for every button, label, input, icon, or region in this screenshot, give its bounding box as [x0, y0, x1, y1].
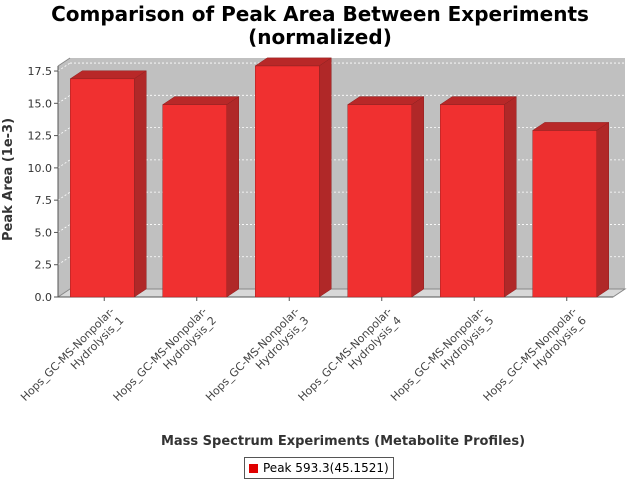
gridline-depth	[57, 191, 71, 201]
bar-top	[254, 57, 333, 67]
x-tick-label: Hops_GC-MS-Nonpolar-Hydrolysis_5	[388, 305, 496, 404]
bar	[162, 104, 227, 298]
bar	[532, 130, 597, 298]
bar-side	[319, 57, 332, 298]
bar-top	[439, 96, 518, 105]
x-tick-label-line: Hops_GC-MS-Nonpolar-	[18, 305, 117, 404]
gridline-depth	[57, 62, 71, 72]
bar-side	[504, 96, 517, 298]
bar-side	[134, 70, 147, 298]
bar-top	[346, 96, 425, 105]
bar	[70, 78, 135, 298]
y-tick-label: 5.0	[35, 226, 53, 239]
bar-side	[596, 121, 609, 298]
bar	[255, 65, 320, 298]
x-axis-label: Mass Spectrum Experiments (Metabolite Pr…	[161, 434, 525, 449]
bar-side	[226, 96, 239, 298]
y-tick-label: 15.0	[28, 97, 53, 110]
plot-left-edge	[57, 57, 71, 67]
x-tick-label: Hops_GC-MS-Nonpolar-Hydrolysis_3	[203, 305, 311, 404]
y-tick-label: 12.5	[28, 130, 53, 143]
gridline-depth	[57, 94, 71, 104]
bar-top	[161, 96, 240, 105]
x-tick-label-line: Hops_GC-MS-Nonpolar-	[296, 305, 395, 404]
x-tick-label: Hops_GC-MS-Nonpolar-Hydrolysis_1	[18, 305, 126, 404]
gridline-depth	[57, 224, 71, 233]
legend-swatch	[249, 463, 258, 473]
legend: Peak 593.3(45.1521)	[244, 457, 394, 479]
bar	[440, 104, 505, 298]
y-tick-label: 7.5	[35, 194, 53, 207]
gridline-depth	[57, 159, 71, 169]
y-tick-label: 0.0	[35, 291, 53, 304]
chart-title: Comparison of Peak Area Between Experime…	[51, 2, 589, 26]
y-tick-label: 10.0	[28, 162, 53, 175]
gridline-depth	[57, 127, 71, 136]
bar	[347, 104, 412, 298]
y-axis-label: Peak Area (1e-3)	[1, 118, 16, 241]
bar-top	[69, 70, 148, 80]
bar-side	[411, 96, 424, 298]
bar-top	[531, 122, 610, 131]
x-tick-label-line: Hops_GC-MS-Nonpolar-	[481, 305, 580, 404]
x-tick-label: Hops_GC-MS-Nonpolar-Hydrolysis_6	[481, 305, 589, 404]
x-tick-label-line: Hops_GC-MS-Nonpolar-	[388, 305, 487, 404]
y-tick-label: 17.5	[28, 65, 53, 78]
x-tick-label: Hops_GC-MS-Nonpolar-Hydrolysis_2	[111, 305, 219, 404]
x-tick-label-line: Hops_GC-MS-Nonpolar-	[111, 305, 210, 404]
x-tick-label-line: Hops_GC-MS-Nonpolar-	[203, 305, 302, 404]
legend-label: Peak 593.3(45.1521)	[263, 461, 389, 475]
chart-subtitle: (normalized)	[248, 25, 392, 49]
y-tick-label: 2.5	[35, 259, 53, 272]
x-tick-label: Hops_GC-MS-Nonpolar-Hydrolysis_4	[296, 305, 404, 404]
gridline-depth	[57, 256, 71, 266]
